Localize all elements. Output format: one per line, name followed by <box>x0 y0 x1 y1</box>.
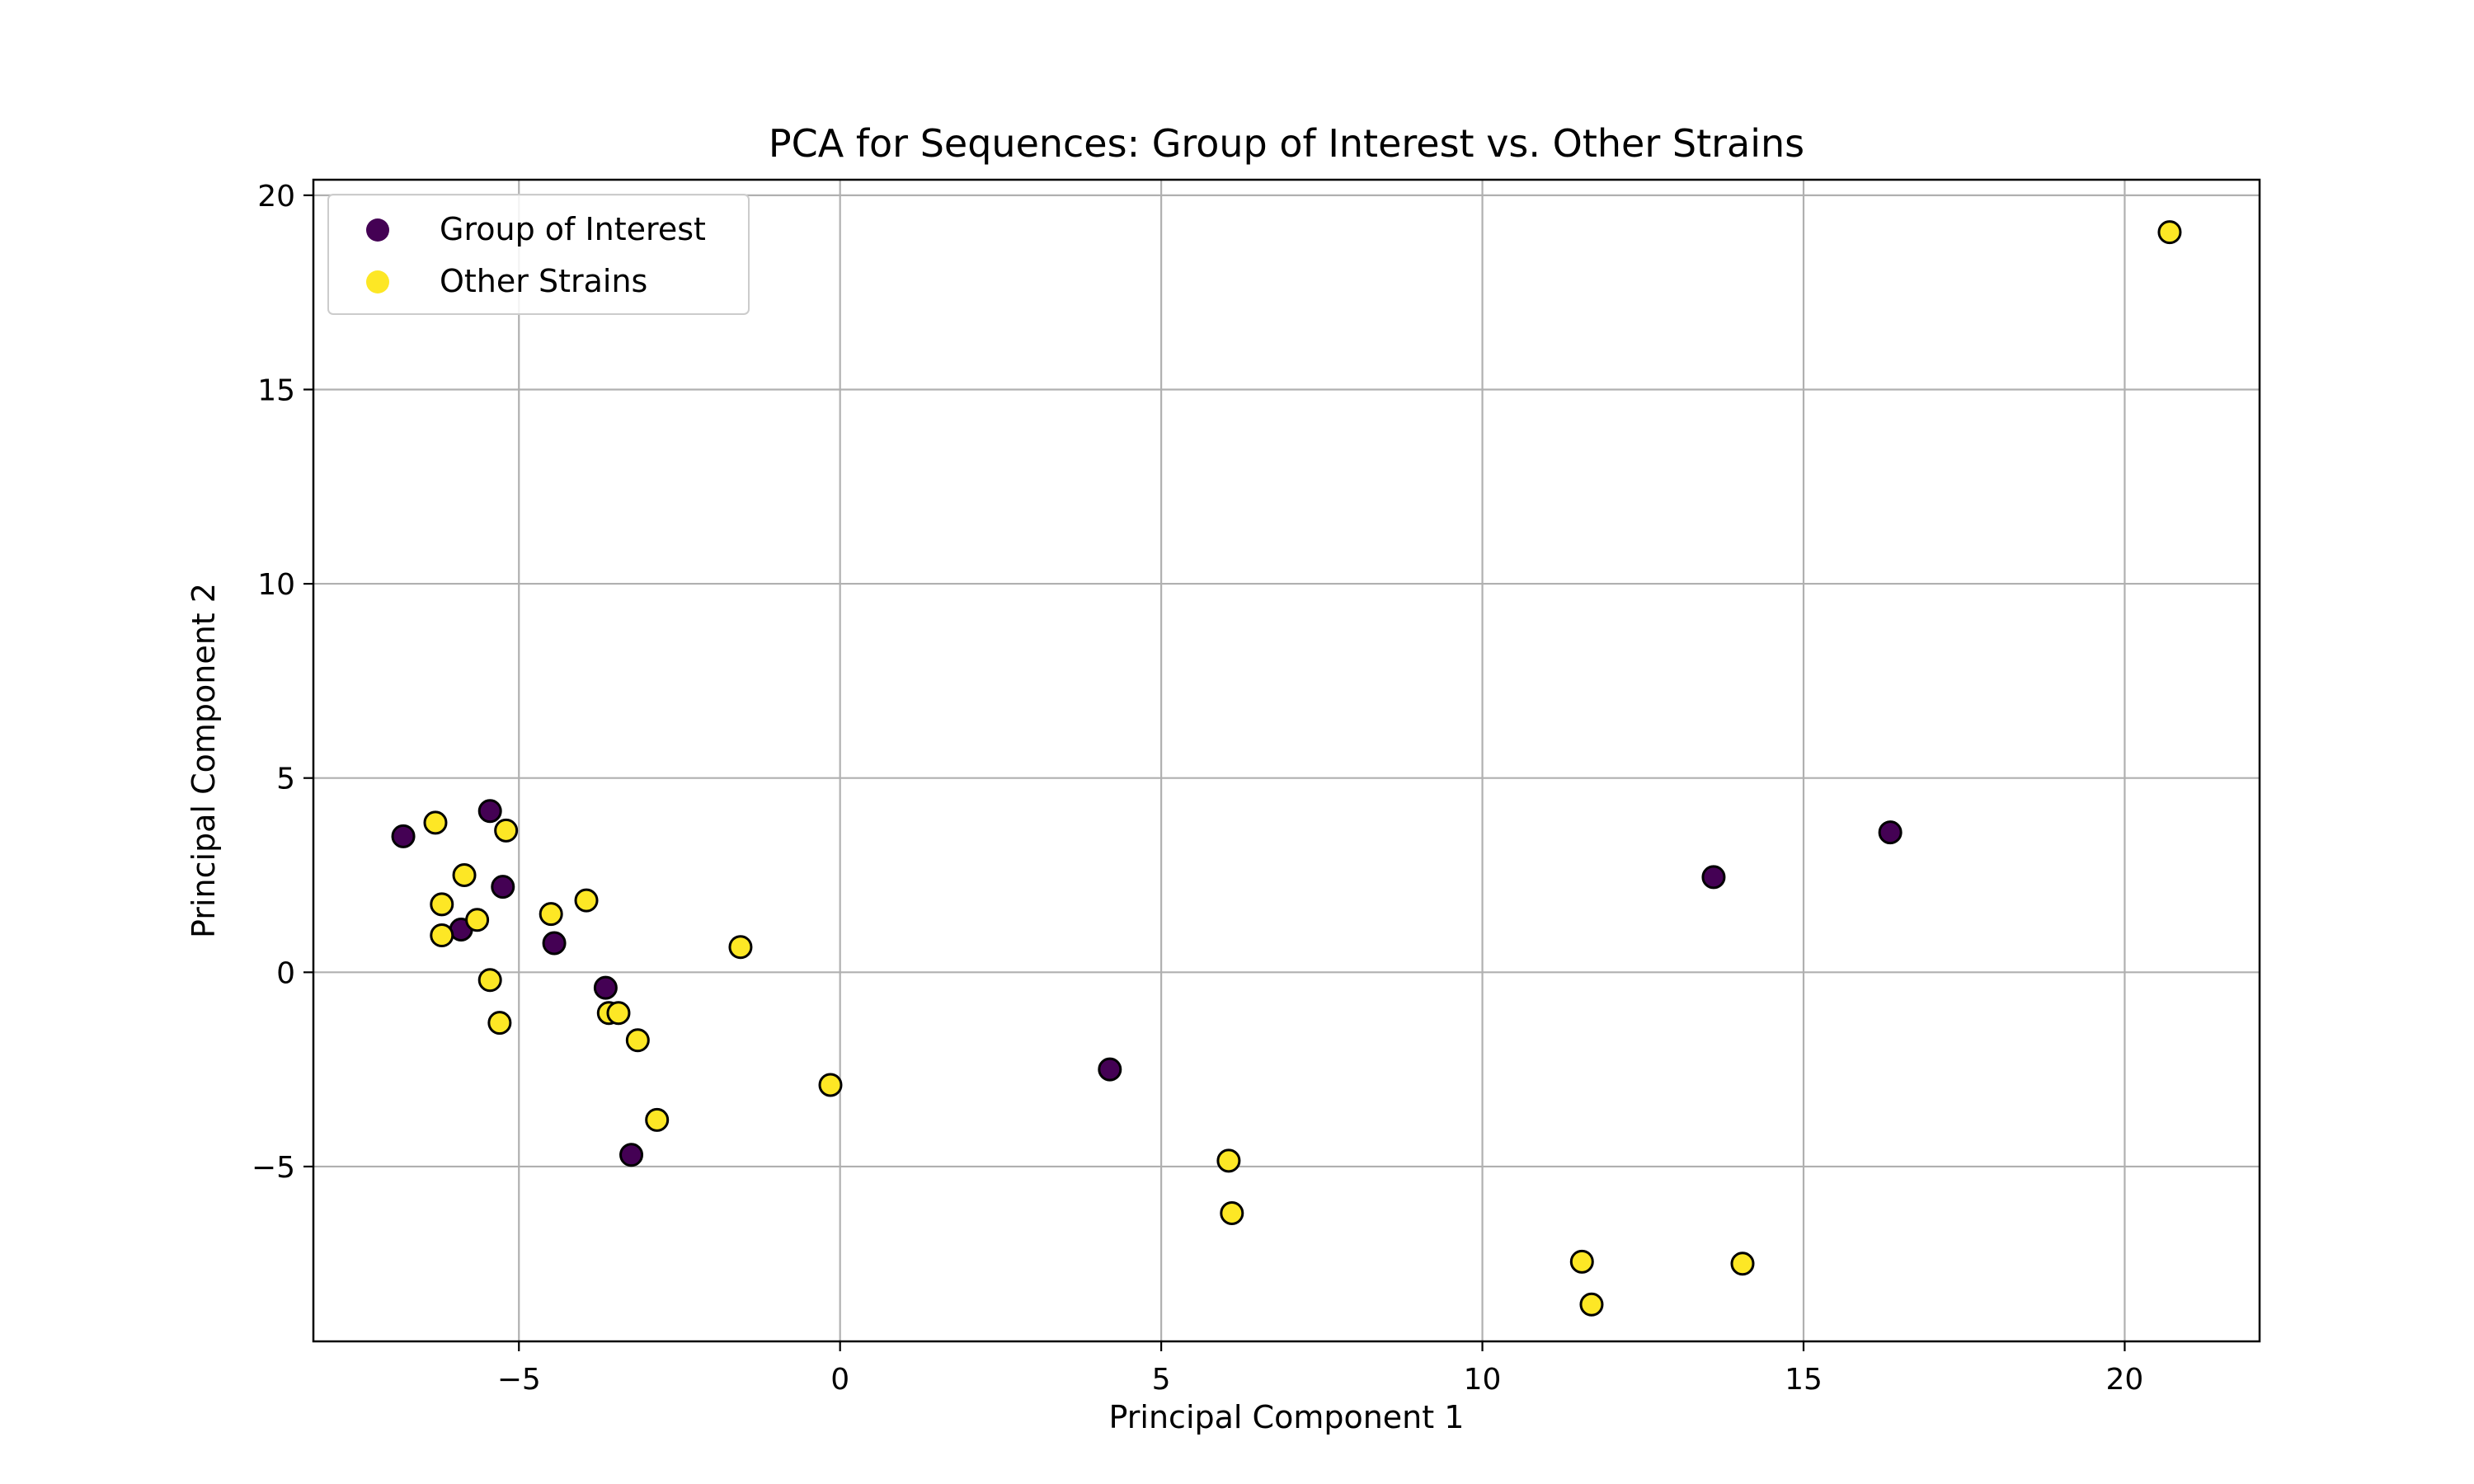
y-tick-label: 15 <box>257 373 295 407</box>
legend-box <box>327 194 750 315</box>
point-other-strains <box>606 1001 631 1026</box>
point-other-strains <box>539 902 563 927</box>
point-group-of-interest <box>1098 1057 1122 1082</box>
x-tick-label: 15 <box>1785 1363 1823 1397</box>
point-other-strains <box>487 1011 512 1036</box>
point-group-of-interest <box>1701 865 1726 890</box>
point-other-strains <box>452 863 477 888</box>
point-group-of-interest <box>391 824 416 848</box>
y-axis-ticks: −5 0 5 10 15 20 <box>252 180 313 1185</box>
point-other-strains <box>818 1073 843 1097</box>
point-other-strains <box>430 892 454 917</box>
point-other-strains <box>728 935 753 960</box>
point-group-of-interest <box>619 1143 644 1167</box>
point-other-strains <box>1569 1249 1594 1274</box>
data-points <box>391 220 2182 1317</box>
point-other-strains <box>1220 1200 1244 1225</box>
y-axis-title: Principal Component 2 <box>186 583 222 938</box>
x-tick-label: 20 <box>2106 1363 2144 1397</box>
y-tick-label: 20 <box>257 180 295 214</box>
point-other-strains <box>625 1028 650 1053</box>
point-other-strains <box>430 923 454 948</box>
point-group-of-interest <box>1878 820 1903 845</box>
x-axis-title: Principal Component 1 <box>1109 1399 1465 1435</box>
point-other-strains <box>2157 220 2182 245</box>
point-other-strains <box>423 810 448 835</box>
x-tick-label: 10 <box>1464 1363 1502 1397</box>
plot-frame <box>312 178 2261 1343</box>
point-other-strains <box>494 818 519 843</box>
point-other-strains <box>465 908 490 932</box>
point-group-of-interest <box>593 975 618 1000</box>
legend-label-group-of-interest: Group of Interest <box>440 211 706 247</box>
y-tick-label: 0 <box>276 956 295 990</box>
chart-title: PCA for Sequences: Group of Interest vs.… <box>769 121 1804 166</box>
x-tick-label: −5 <box>497 1363 541 1397</box>
y-tick-label: −5 <box>252 1151 295 1185</box>
y-tick-label: 5 <box>276 763 295 796</box>
legend: Group of Interest Other Strains <box>327 194 750 315</box>
point-other-strains <box>1216 1148 1241 1173</box>
point-other-strains <box>477 968 502 993</box>
point-group-of-interest <box>542 931 567 956</box>
x-tick-label: 0 <box>830 1363 849 1397</box>
point-other-strains <box>1579 1292 1604 1317</box>
legend-marker-group-of-interest <box>366 218 389 242</box>
legend-label-other-strains: Other Strains <box>440 263 647 299</box>
x-tick-label: 5 <box>1152 1363 1171 1397</box>
point-other-strains <box>1730 1252 1755 1276</box>
x-axis-ticks: −5 0 5 10 15 20 <box>497 1341 2144 1397</box>
point-other-strains <box>574 888 599 913</box>
grid-lines <box>313 180 2260 1341</box>
point-group-of-interest <box>491 875 515 899</box>
legend-marker-other-strains <box>366 270 389 294</box>
point-group-of-interest <box>477 799 502 824</box>
point-other-strains <box>645 1107 670 1132</box>
y-tick-label: 10 <box>257 568 295 602</box>
